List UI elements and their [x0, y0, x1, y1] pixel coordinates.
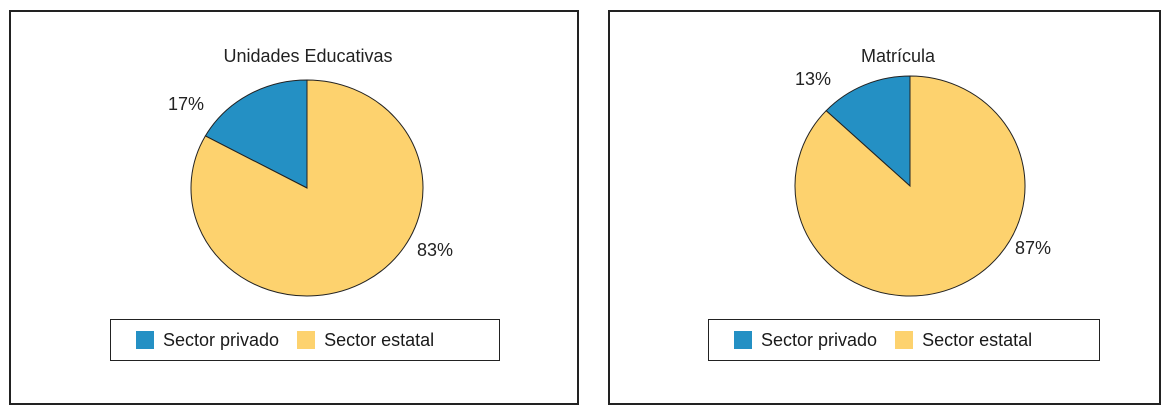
chart-panel-unidades: Unidades Educativas 17% 83% Sector priva… — [9, 10, 579, 405]
legend-label-estatal: Sector estatal — [324, 329, 435, 350]
legend-label-privado: Sector privado — [163, 329, 280, 350]
chart-title: Matrícula — [860, 46, 936, 66]
pie-slice-privado — [204, 79, 308, 189]
data-label-estatal: 87% — [1015, 238, 1052, 258]
legend-item-estatal: Sector estatal — [895, 330, 1032, 351]
data-label-estatal: 83% — [417, 240, 454, 260]
chart-panel-matricula: Matrícula 13% 87% Sector privado Sector … — [608, 10, 1161, 405]
legend-label-estatal: Sector estatal — [922, 329, 1033, 350]
legend: Sector privado Sector estatal — [708, 319, 1100, 361]
legend-item-privado: Sector privado — [136, 330, 279, 351]
legend-swatch-privado — [136, 331, 154, 349]
data-label-privado: 13% — [795, 69, 832, 89]
pie-slice-privado — [825, 75, 911, 188]
legend-swatch-estatal — [895, 331, 914, 349]
pie-chart-svg — [190, 79, 424, 297]
pie-chart-svg — [794, 75, 1026, 297]
legend: Sector privado Sector estatal — [110, 319, 500, 361]
legend-label-privado: Sector privado — [761, 329, 878, 350]
pie-slice-estatal — [190, 79, 424, 297]
pie-slice-estatal — [794, 75, 1026, 297]
chart-title: Unidades Educativas — [223, 46, 393, 66]
data-label-privado: 17% — [168, 94, 205, 114]
legend-swatch-privado — [734, 331, 752, 349]
legend-item-estatal: Sector estatal — [297, 330, 434, 351]
legend-item-privado: Sector privado — [734, 330, 877, 351]
legend-swatch-estatal — [297, 331, 316, 349]
